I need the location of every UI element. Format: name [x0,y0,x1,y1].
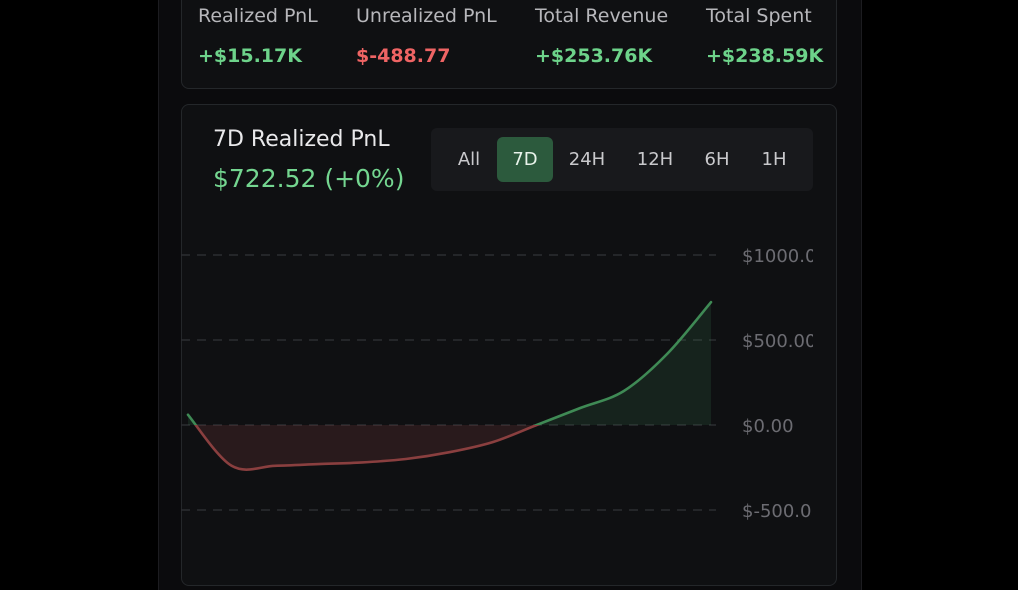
stat-value: +$238.59K [706,45,824,67]
y-tick-label: $1000.0 [742,246,816,267]
stat-value: $-488.77 [356,45,451,67]
chart-title: 7D Realized PnL [213,127,390,152]
stat-label: Realized PnL [198,5,318,27]
stat-value: +$253.76K [535,45,653,67]
time-range-selector [431,128,813,191]
y-tick-label: $500.00 [742,331,816,352]
stat-label: Total Spent [706,5,812,27]
range-button-24h[interactable]: 24H [568,149,606,170]
pnl-area-negative [188,425,711,470]
pnl-area-positive [188,302,711,425]
pnl-line-negative [194,425,541,471]
range-button-all[interactable]: All [457,149,481,170]
pnl-summary-card: Realized PnL +$15.17K Unrealized PnL $-4… [181,0,837,89]
stat-label: Total Revenue [535,5,669,27]
pnl-line-positive [186,300,713,425]
pnl-chart: $1000.0 $500.00 $0.00 $-500.0 [181,246,816,522]
stat-label: Unrealized PnL [356,5,497,27]
y-tick-label: $0.00 [742,416,794,437]
range-button-1h[interactable]: 1H [761,149,787,170]
range-button-6h[interactable]: 6H [704,149,730,170]
range-button-7d[interactable]: 7D [497,137,553,182]
y-tick-label: $-500.0 [742,501,811,522]
stat-value: +$15.17K [198,45,302,67]
chart-value: $722.52 (+0%) [213,164,405,193]
range-button-12h[interactable]: 12H [636,149,674,170]
